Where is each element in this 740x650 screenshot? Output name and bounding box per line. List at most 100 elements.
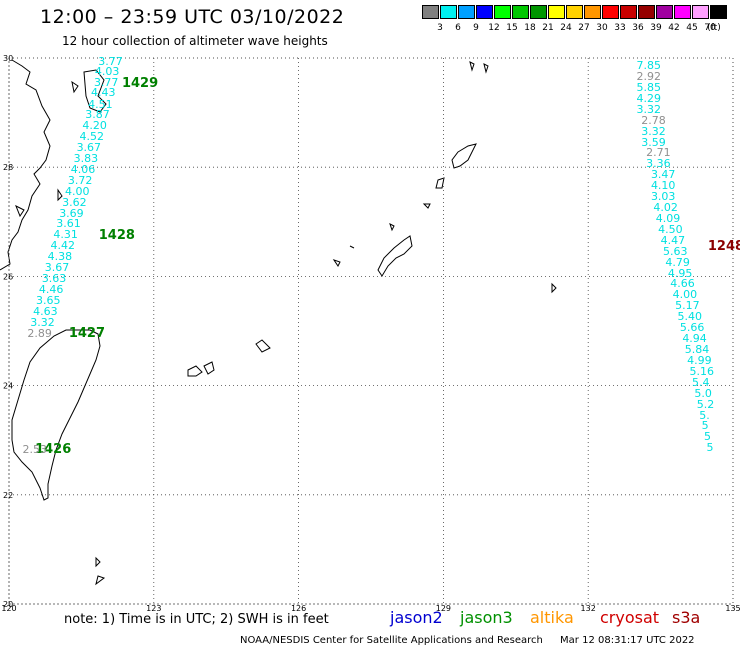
chart-subtitle: 12 hour collection of altimeter wave hei… (62, 34, 328, 48)
mission-jason3: jason3 (460, 608, 513, 627)
wave-height-value: 5.17 (675, 299, 700, 313)
lat-tick-label: 24 (3, 382, 13, 391)
wave-height-value: 4.38 (47, 250, 73, 264)
wave-height-value: 4.52 (79, 130, 104, 144)
wave-height-value: 5 (704, 430, 712, 444)
wave-height-value: 4.06 (70, 162, 96, 176)
wave-height-value: 4.00 (672, 288, 698, 302)
wave-height-value: 3.62 (62, 195, 87, 209)
legend-swatch (512, 5, 529, 19)
legend-label: 15 (506, 23, 518, 33)
legend-label: 6 (455, 23, 461, 33)
legend-label: 45 (686, 23, 698, 33)
wave-height-value: 4.95 (667, 266, 693, 280)
legend-label: 12 (488, 23, 500, 33)
mission-jason2: jason2 (390, 608, 443, 627)
map-frame (8, 57, 734, 605)
wave-height-value: 5. (699, 408, 710, 422)
lon-tick-label: 129 (436, 604, 451, 613)
lon-tick-label: 132 (581, 604, 596, 613)
wave-height-value: 3.69 (59, 206, 84, 220)
legend-label: 27 (578, 23, 590, 33)
wave-height-value: 3.61 (56, 217, 81, 231)
wave-height-value: 4.42 (50, 239, 76, 253)
legend-label: 24 (560, 23, 572, 33)
wave-height-value: 4.00 (64, 184, 90, 198)
wave-height-value: 2.78 (641, 113, 666, 127)
legend-swatch (674, 5, 691, 19)
legend-unit: (ft) (707, 23, 721, 33)
legend-label: 21 (542, 23, 554, 33)
wave-height-value: 2.71 (646, 146, 671, 160)
wave-height-value: 4.66 (670, 277, 695, 291)
wave-height-value: 3.83 (73, 151, 99, 165)
legend-swatch (638, 5, 655, 19)
china-coast-islands (15, 69, 107, 218)
wave-height-value: 5.4 (691, 375, 710, 389)
wave-height-value: 2.53 (22, 443, 48, 457)
miyako-island (255, 339, 271, 353)
pass-number-label: 1426 (35, 442, 72, 458)
footer: NOAA/NESDIS Center for Satellite Applica… (240, 635, 695, 646)
wave-height-value: 5 (701, 419, 709, 433)
small-islets (95, 61, 557, 586)
legend-label: 3 (437, 23, 443, 33)
legend-swatch (692, 5, 709, 19)
legend-label: 70 (704, 23, 716, 33)
lat-tick-label: 22 (3, 491, 13, 500)
lat-lon-grid (8, 57, 734, 605)
wave-height-value: 5.0 (694, 386, 712, 400)
legend-swatch (458, 5, 475, 19)
wave-height-value: 4.03 (94, 65, 120, 79)
wave-height-value: 7.85 (636, 58, 661, 72)
wave-height-value: 3.36 (646, 157, 671, 171)
legend-label: 42 (668, 23, 680, 33)
wave-height-value: 4.10 (650, 179, 676, 193)
wave-height-value: 5.85 (636, 80, 661, 94)
legend-swatch (476, 5, 493, 19)
legend-swatch (620, 5, 637, 19)
wave-height-value: 5 (706, 441, 714, 455)
lat-tick-label: 20 (3, 600, 13, 609)
pass-number-label: 1427 (68, 325, 106, 341)
wave-height-value: 3.47 (650, 168, 676, 182)
wave-height-value: 3.59 (641, 135, 666, 149)
wave-height-value: 4.43 (91, 86, 116, 100)
wave-height-value: 5.63 (663, 244, 688, 258)
wave-height-value: 3.32 (636, 102, 661, 116)
agency-credit: NOAA/NESDIS Center for Satellite Applica… (240, 635, 543, 646)
pass-number-label: 1429 (121, 75, 159, 91)
legend-label: 33 (614, 23, 626, 33)
lon-tick-label: 120 (1, 604, 16, 613)
okinawa-island (377, 235, 413, 277)
wave-height-value: 3.32 (641, 124, 666, 138)
wave-height-value: 3.65 (36, 293, 61, 307)
pass-number-label: 1428 (98, 228, 135, 244)
note-text: note: 1) Time is in UTC; 2) SWH is in fe… (64, 612, 329, 627)
mission-s3a: s3a (672, 608, 701, 627)
wave-height-value: 4.94 (682, 332, 707, 346)
wave-height-value: 4.31 (53, 228, 78, 242)
wave-height-value: 3.32 (30, 315, 55, 329)
amami-island (435, 143, 477, 189)
taiwan-coastline (11, 329, 101, 501)
legend-swatch (494, 5, 511, 19)
wave-height-value: 4.50 (658, 222, 683, 236)
legend-swatch (422, 5, 439, 19)
mission-cryosat: cryosat (600, 608, 660, 627)
legend-swatch (530, 5, 547, 19)
wave-height-value: 3.67 (44, 261, 70, 275)
wave-height-value: 3.87 (85, 108, 110, 122)
legend-label: 18 (524, 23, 536, 33)
chart-title: 12:00 – 23:59 UTC 03/10/2022 (40, 6, 345, 28)
legend-label: 30 (596, 23, 608, 33)
wave-height-value: 3.72 (67, 173, 93, 187)
wave-height-value: 5.2 (696, 397, 715, 411)
timestamp: Mar 12 08:31:17 UTC 2022 (560, 635, 695, 646)
legend-swatch (710, 5, 727, 19)
lat-tick-label: 26 (3, 272, 13, 281)
wave-height-value: 5.16 (689, 364, 715, 378)
lat-tick-label: 30 (3, 54, 13, 63)
mission-altika: altika (530, 608, 574, 627)
